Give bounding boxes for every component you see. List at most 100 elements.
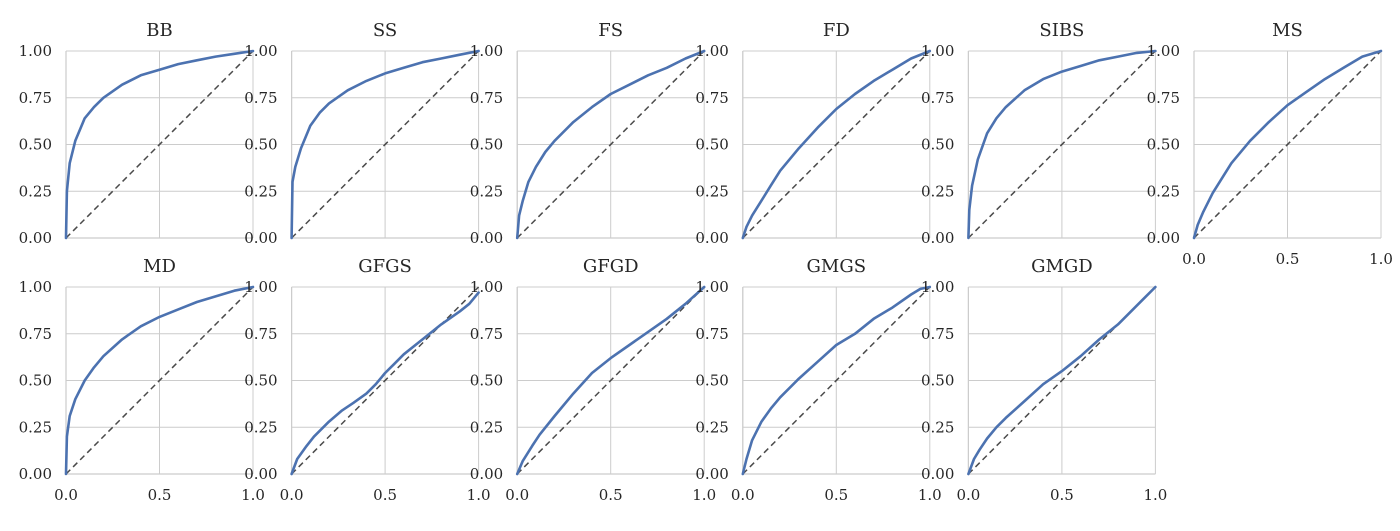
y-tick-label: 0.25	[921, 418, 954, 436]
roc-curve	[967, 285, 1157, 476]
y-tick-label: 1.00	[470, 278, 503, 296]
y-tick-label: 0.00	[19, 465, 52, 483]
y-tick-label: 0.50	[695, 372, 728, 390]
y-tick-label: 0.00	[921, 465, 954, 483]
roc-curve	[64, 285, 255, 476]
y-tick-label: 1.00	[921, 278, 954, 296]
y-tick-label: 0.00	[1147, 229, 1180, 247]
panel-title: MD	[143, 256, 176, 277]
panel-ss: SS 0.00 0.25 0.50 0.75 1.00	[244, 20, 480, 247]
diagonal-reference-line	[291, 50, 480, 239]
x-tick-label: 0.0	[505, 486, 529, 504]
x-tick-label: 0.5	[824, 486, 848, 504]
roc-curve	[64, 49, 255, 240]
panel-title: GMGD	[1031, 256, 1093, 277]
y-tick-label: 0.75	[1147, 89, 1180, 107]
y-tick-label: 0.75	[244, 325, 277, 343]
diagonal-reference-line	[65, 50, 254, 239]
panel-fs: FS 0.00 0.25 0.50 0.75 1.00	[470, 20, 706, 247]
y-tick-label: 0.50	[470, 372, 503, 390]
y-tick-label: 0.50	[244, 372, 277, 390]
x-tick-label: 1.0	[241, 486, 265, 504]
y-tick-label: 0.50	[1147, 136, 1180, 154]
y-tick-label: 0.50	[470, 136, 503, 154]
y-tick-label: 0.00	[244, 229, 277, 247]
y-tick-label: 1.00	[470, 42, 503, 60]
y-tick-label: 1.00	[1147, 42, 1180, 60]
x-tick-label: 1.0	[1369, 250, 1393, 268]
x-tick-label: 1.0	[918, 486, 942, 504]
x-tick-label: 1.0	[467, 486, 491, 504]
y-tick-label: 0.25	[19, 418, 52, 436]
x-tick-label: 0.0	[731, 486, 755, 504]
roc-curve	[741, 49, 932, 240]
diagonal-reference-line	[291, 286, 480, 475]
panel-gfgd: GFGD 0.00 0.25 0.50 0.75 1.00 0.0 0.5 1.0	[470, 256, 716, 504]
y-tick-label: 0.25	[470, 418, 503, 436]
x-tick-label: 1.0	[692, 486, 716, 504]
x-tick-label: 0.0	[54, 486, 78, 504]
panel-title: FD	[823, 20, 850, 41]
y-tick-label: 0.00	[470, 465, 503, 483]
panel-sibs: SIBS 0.00 0.25 0.50 0.75 1.00	[921, 20, 1157, 247]
y-tick-label: 0.75	[244, 89, 277, 107]
x-tick-label: 0.0	[1182, 250, 1206, 268]
x-tick-label: 0.5	[1276, 250, 1300, 268]
y-tick-label: 1.00	[244, 278, 277, 296]
x-tick-label: 0.5	[373, 486, 397, 504]
y-tick-label: 0.50	[19, 136, 52, 154]
panel-title: FS	[598, 20, 623, 41]
x-tick-label: 0.5	[1050, 486, 1074, 504]
y-tick-label: 0.50	[19, 372, 52, 390]
y-tick-label: 0.75	[470, 89, 503, 107]
panel-fd: FD 0.00 0.25 0.50 0.75 1.00	[695, 20, 932, 247]
y-tick-label: 0.25	[695, 418, 728, 436]
panel-ms: MS 0.00 0.25 0.50 0.75 1.00 0.0 0.5 1.0	[1147, 20, 1393, 268]
y-tick-label: 0.75	[921, 89, 954, 107]
y-tick-label: 0.75	[921, 325, 954, 343]
diagonal-reference-line	[516, 286, 705, 475]
x-tick-label: 0.0	[956, 486, 980, 504]
diagonal-reference-line	[516, 50, 705, 239]
panel-title: MS	[1272, 20, 1303, 41]
y-tick-label: 0.00	[19, 229, 52, 247]
y-tick-label: 0.50	[921, 372, 954, 390]
panel-md: MD 0.00 0.25 0.50 0.75 1.00 0.0 0.5 1.0	[19, 256, 265, 504]
roc-curve	[290, 49, 480, 240]
y-tick-label: 0.00	[695, 229, 728, 247]
x-tick-label: 0.5	[148, 486, 172, 504]
roc-curve	[741, 285, 932, 476]
y-tick-label: 0.25	[695, 182, 728, 200]
roc-curve	[515, 285, 706, 476]
y-tick-label: 0.25	[470, 182, 503, 200]
y-tick-label: 0.75	[19, 89, 52, 107]
y-tick-label: 1.00	[695, 278, 728, 296]
panel-gmgs: GMGS 0.00 0.25 0.50 0.75 1.00 0.0 0.5 1.0	[695, 256, 941, 504]
x-tick-label: 0.0	[280, 486, 304, 504]
y-tick-label: 1.00	[921, 42, 954, 60]
y-tick-label: 0.25	[244, 418, 277, 436]
panel-title: GMGS	[807, 256, 867, 277]
panel-bb: BB 0.00 0.25 0.50 0.75 1.00	[19, 20, 255, 247]
y-tick-label: 0.50	[695, 136, 728, 154]
y-tick-label: 0.25	[921, 182, 954, 200]
panel-title: GFGD	[583, 256, 639, 277]
panel-title: GFGS	[358, 256, 412, 277]
y-tick-label: 1.00	[19, 278, 52, 296]
y-tick-label: 1.00	[19, 42, 52, 60]
y-tick-label: 0.75	[470, 325, 503, 343]
y-tick-label: 0.00	[921, 229, 954, 247]
panel-title: BB	[146, 20, 172, 41]
diagonal-reference-line	[65, 286, 254, 475]
y-tick-label: 0.75	[19, 325, 52, 343]
y-tick-label: 0.00	[695, 465, 728, 483]
y-tick-label: 0.75	[695, 89, 728, 107]
y-tick-label: 0.25	[1147, 182, 1180, 200]
x-tick-label: 0.5	[599, 486, 623, 504]
y-tick-label: 0.75	[695, 325, 728, 343]
panel-gmgd: GMGD 0.00 0.25 0.50 0.75 1.00 0.0 0.5 1.0	[921, 256, 1167, 504]
panel-title: SS	[373, 20, 397, 41]
diagonal-reference-line	[742, 286, 931, 475]
roc-curve	[967, 49, 1157, 240]
